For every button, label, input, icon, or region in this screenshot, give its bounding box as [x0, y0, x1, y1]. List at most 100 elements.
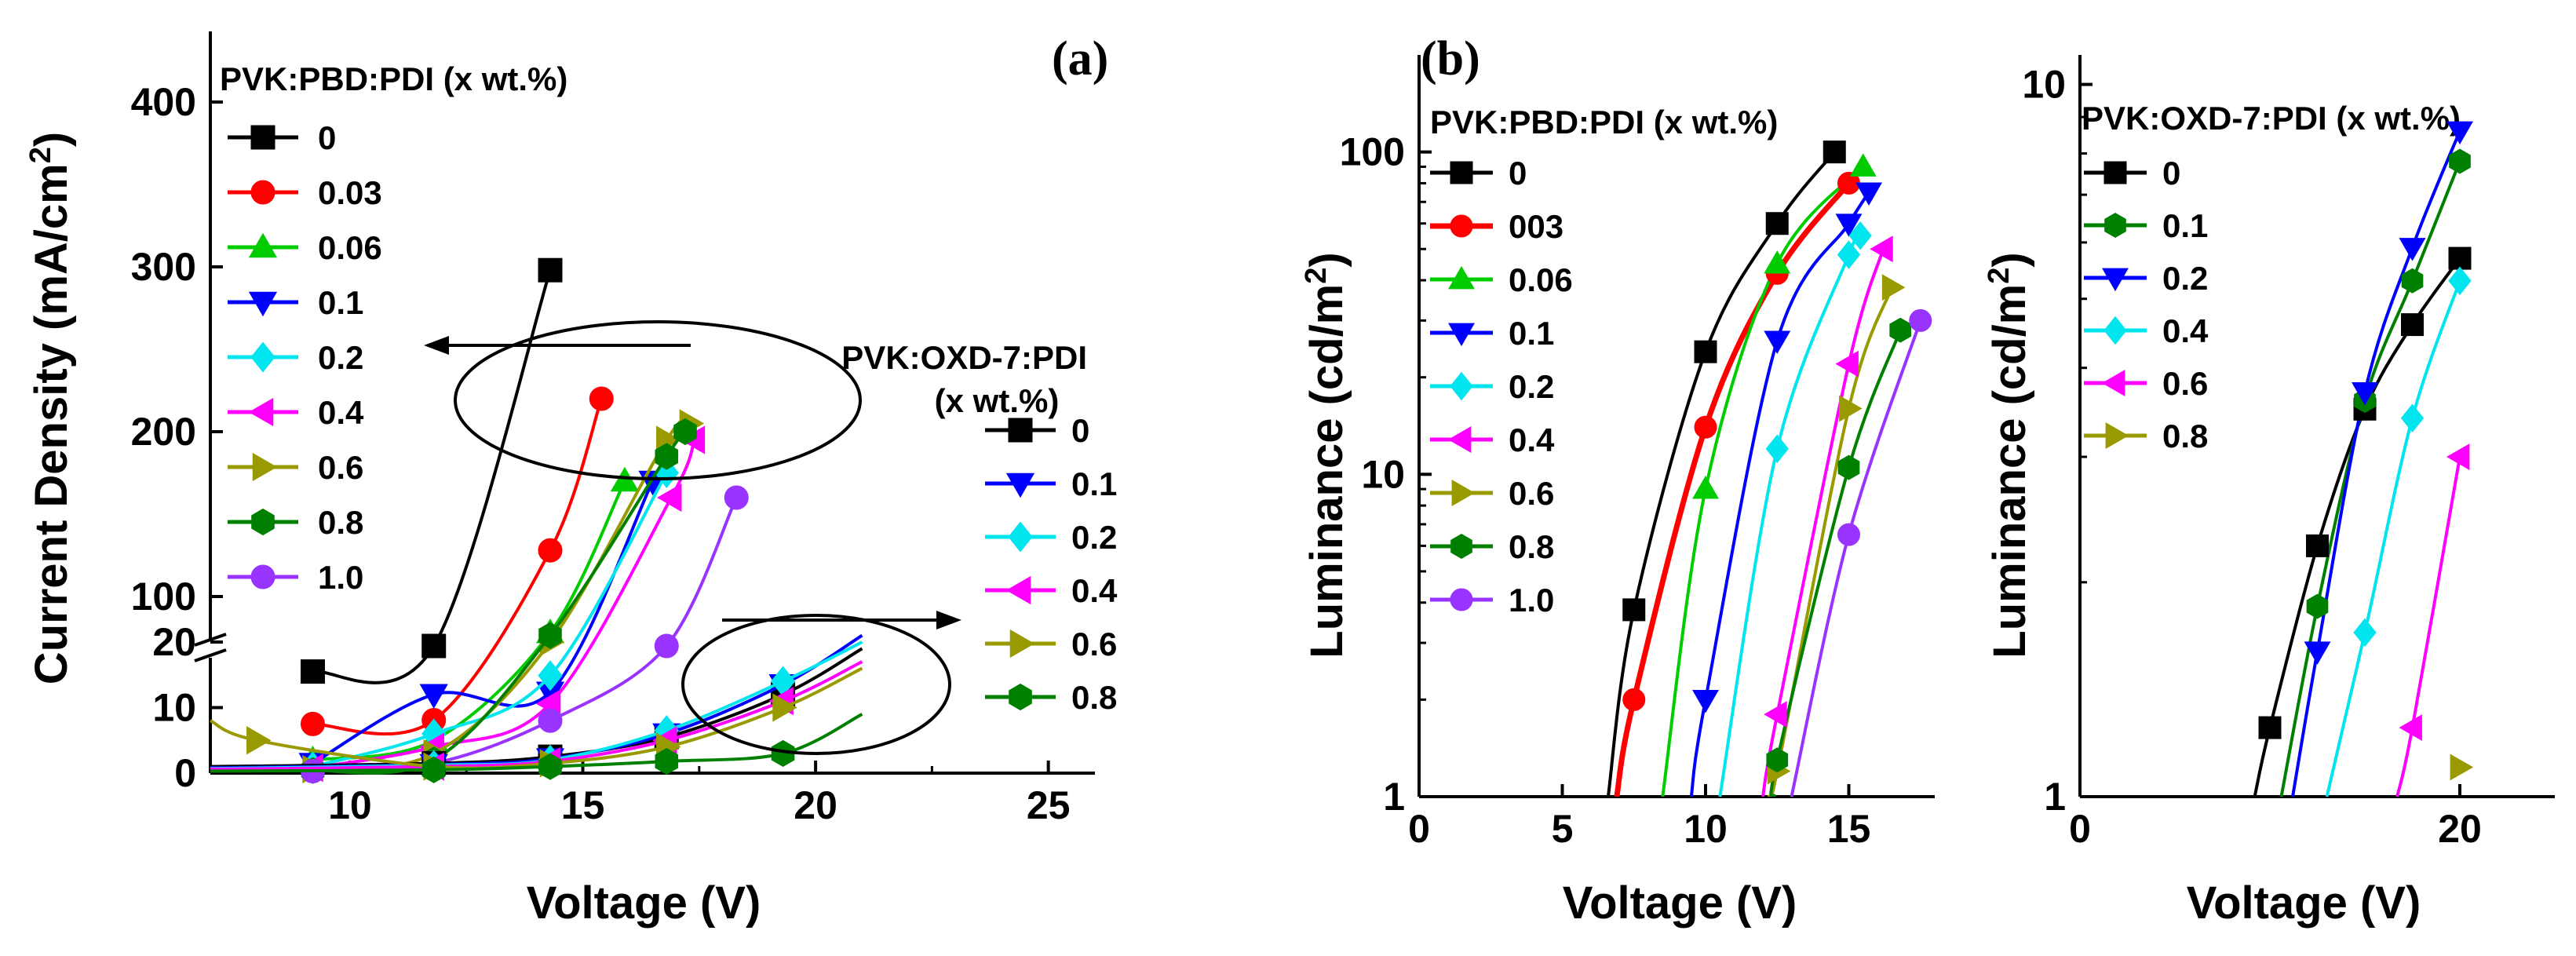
- panel-c-ylabel-sup: 2: [1983, 268, 2016, 284]
- panel-b-data-point: [1837, 240, 1861, 269]
- panel-a-legend1-marker: [248, 397, 274, 427]
- panel-c-legend-label: 0.1: [2162, 207, 2208, 244]
- panel-c-data-point: [2399, 238, 2426, 261]
- panel-b-legend-marker: [1450, 371, 1473, 401]
- panel-b-legend-label: 0.1: [1509, 315, 1554, 352]
- panel-a-data-point: [538, 708, 563, 733]
- panel-b-data-point: [1764, 250, 1791, 274]
- panel-a-legend1-marker: [248, 232, 278, 258]
- panel-c-data-point: [2400, 403, 2425, 433]
- panel-b-data-point: [1839, 395, 1863, 422]
- panel-c-data-point: [2448, 266, 2472, 296]
- panel-b-legend-marker: [1450, 534, 1472, 559]
- panel-b-y-tick-label: 100: [1340, 130, 1405, 174]
- panel-a-legend2-marker: [1008, 521, 1033, 553]
- panel-b-series-line: [1769, 329, 1903, 797]
- panel-a-legend2-title-line2: (x wt.%): [935, 382, 1060, 419]
- panel-b-data-point: [1835, 350, 1859, 378]
- panel-b-legend-marker: [1451, 480, 1476, 506]
- panel-c-legend-marker: [2101, 370, 2125, 396]
- panel-a: (a) Voltage (V) Current Density (mA/cm2)…: [24, 32, 1108, 929]
- panel-c-data-point: [2401, 268, 2424, 294]
- panel-c-series-line: [2325, 280, 2461, 797]
- panel-c-legend-marker: [2103, 316, 2127, 345]
- panel-b-data-point: [1694, 415, 1717, 439]
- panel-b-data-point: [1849, 153, 1877, 177]
- panel-b: (b) Voltage (V) Luminance (cd/m2) PVK:PB…: [1300, 32, 1797, 929]
- panel-a-data-point: [772, 693, 797, 722]
- panel-c-legend-marker: [2103, 161, 2127, 184]
- panel-c-legend-marker: [2105, 422, 2129, 449]
- panel-b-series-line: [1718, 232, 1862, 797]
- panel-a-legend1-label: 1.0: [318, 559, 363, 596]
- panel-a-y-tick-label: 10: [152, 686, 196, 730]
- panel-a-legend1-marker: [250, 125, 275, 150]
- panel-a-legend1-marker: [252, 452, 278, 482]
- panel-b-data-point: [1835, 213, 1863, 237]
- panel-b-xlabel: Voltage (V): [1563, 878, 1797, 929]
- panel-a-data-point: [538, 538, 563, 563]
- panel-a-legend1-label: 0.1: [318, 284, 363, 321]
- panel-a-ylabel-main: Current Density (mA/cm: [26, 163, 77, 684]
- panel-c-y-tick-label: 1: [2044, 775, 2066, 819]
- panel-a-legend2-title: PVK:OXD-7:PDI: [841, 339, 1087, 376]
- panel-a-axis-break-mark: [194, 648, 227, 662]
- panel-a-series-line-pbd: [312, 472, 669, 768]
- panel-b-legend-label: 0: [1509, 155, 1527, 192]
- panel-a-legend2-marker: [1009, 629, 1035, 659]
- panel-a-y-tick-label: 200: [131, 410, 196, 454]
- panel-c-xlabel: Voltage (V): [2187, 878, 2421, 929]
- panel-b-data-point: [1765, 434, 1789, 464]
- panel-a-data-point: [771, 739, 795, 768]
- panel-a-legend2-label: 0.2: [1071, 519, 1117, 556]
- panel-a-data-point: [538, 660, 563, 691]
- panel-b-legend-marker: [1447, 426, 1472, 453]
- panel-b-y-tick-label: 10: [1361, 452, 1405, 496]
- panel-b-plot: 0 5 10 15 1 10 100 0 003 0.06 0.1 0.2 0.4 0.6 0.8 1.0: [1340, 55, 1935, 851]
- panel-b-data-point: [1766, 747, 1789, 773]
- panel-a-legend1-label: 0.06: [318, 229, 382, 266]
- panel-a-legend1-label: 0: [318, 119, 336, 156]
- panel-c-x-tick-label: 0: [2069, 807, 2091, 851]
- panel-b-data-point: [1622, 598, 1646, 622]
- panel-b-legend-label: 0.2: [1509, 368, 1554, 405]
- panel-b-data-point: [1692, 689, 1719, 713]
- panel-b-legend-marker: [1450, 161, 1473, 184]
- panel-a-x-tick-label: 15: [561, 783, 605, 827]
- panel-a-data-point: [656, 483, 682, 513]
- panel-a-legend2-marker: [1008, 418, 1033, 443]
- panel-b-legend-label: 0.6: [1509, 475, 1554, 512]
- panel-b-data-point: [1881, 274, 1906, 301]
- panel-c-data-point: [2306, 534, 2329, 557]
- panel-c-data-point: [2448, 246, 2472, 270]
- panel-b-legend-label: 0.4: [1509, 421, 1555, 458]
- panel-c-ylabel: Luminance (cd/m2): [1983, 252, 2035, 658]
- panel-b-x-tick-label: 10: [1684, 807, 1728, 851]
- panel-c: Voltage (V) Luminance (cd/m2) PVK:OXD-7:…: [1983, 100, 2461, 929]
- panel-b-ylabel-close: ): [1301, 252, 1352, 267]
- panel-b-data-point: [1764, 330, 1791, 354]
- panel-a-annotation-ellipse: [681, 614, 951, 755]
- panel-b-data-point: [1855, 182, 1883, 206]
- panel-a-arrow-head: [936, 611, 961, 629]
- panel-a-legend2-label: 0.6: [1071, 626, 1117, 662]
- panel-b-legend-label: 003: [1509, 208, 1563, 245]
- panel-a-legend1-marker: [250, 564, 275, 589]
- panel-c-ylabel-main: Luminance (cd/m: [1984, 284, 2035, 659]
- panel-b-x-tick-label: 15: [1827, 807, 1871, 851]
- panel-a-series-line-pbd: [312, 398, 604, 736]
- panel-a-data-point: [655, 443, 679, 470]
- panel-a-y-tick-label: 0: [174, 751, 196, 795]
- panel-a-legend2-label: 0: [1071, 412, 1089, 449]
- panel-a-data-point: [538, 257, 563, 283]
- panel-b-data-point: [1837, 454, 1860, 480]
- panel-c-legend-label: 0: [2162, 155, 2180, 192]
- panel-a-data-point: [421, 633, 447, 659]
- panel-c-legend-label: 0.4: [2162, 312, 2209, 349]
- panel-a-annotation-ellipse: [454, 320, 862, 480]
- panel-b-y-tick-label: 1: [1383, 775, 1405, 819]
- panel-a-xlabel: Voltage (V): [527, 878, 761, 929]
- panel-c-series-line: [2395, 456, 2461, 797]
- panel-a-ylabel-sup: 2: [24, 147, 57, 163]
- panel-c-series-group: [2253, 130, 2461, 797]
